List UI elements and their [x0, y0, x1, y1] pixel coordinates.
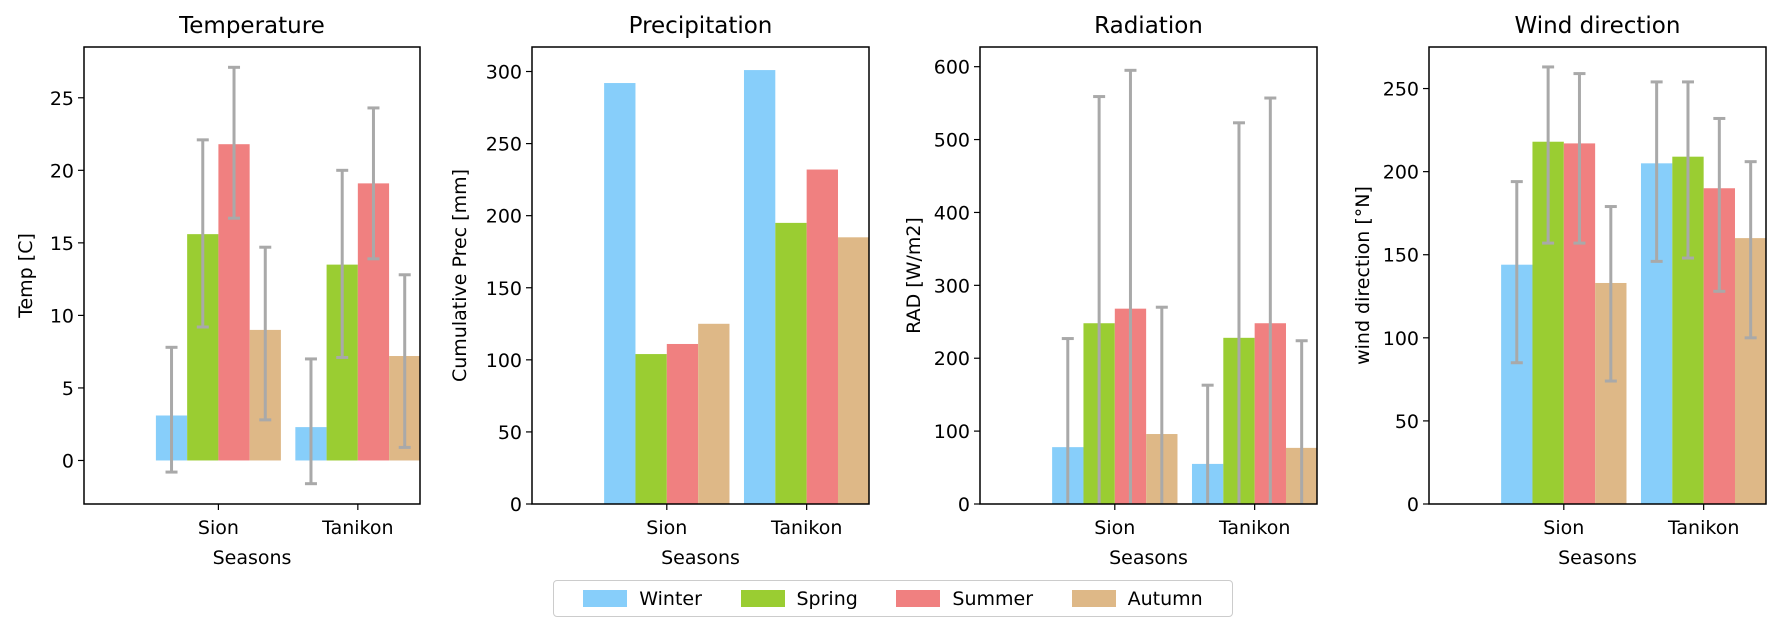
chart-temperature-ytick-label-15: 15 — [50, 233, 74, 255]
chart-precipitation-bar-spring-sion — [635, 354, 667, 504]
chart-wind-direction-ytick-label-0: 0 — [1407, 494, 1419, 516]
chart-precipitation-bar-winter-tanikon — [743, 70, 776, 504]
chart-radiation-ytick-label-0: 0 — [958, 494, 970, 516]
chart-radiation-ylabel: RAD [W/m2] — [903, 217, 925, 334]
chart-precipitation-bar-autumn-tanikon — [838, 237, 870, 505]
chart-temperature-xtick-label-tanikon: Tanikon — [321, 517, 393, 539]
chart-precipitation-title: Precipitation — [629, 13, 773, 39]
chart-temperature-ytick-label-25: 25 — [50, 88, 74, 110]
chart-precipitation-xtick-label-sion: Sion — [646, 517, 687, 539]
legend: Winter Spring Summer Autumn — [553, 580, 1233, 617]
chart-wind-direction-ytick-label-200: 200 — [1383, 162, 1419, 184]
chart-temperature-xlabel: Seasons — [213, 547, 292, 569]
chart-wind-direction-xtick-label-sion: Sion — [1543, 517, 1584, 539]
chart-precipitation-bar-summer-sion — [666, 343, 699, 504]
legend-item-summer: Summer — [896, 588, 1033, 610]
chart-precipitation-bar-autumn-sion — [698, 323, 730, 504]
chart-wind-direction-title: Wind direction — [1515, 13, 1681, 39]
chart-wind-direction-xtick-label-tanikon: Tanikon — [1667, 517, 1739, 539]
legend-item-winter: Winter — [583, 588, 702, 610]
chart-radiation-ytick-label-200: 200 — [934, 348, 970, 370]
chart-wind-direction-ytick-label-50: 50 — [1395, 411, 1419, 433]
chart-precipitation-ytick-label-250: 250 — [486, 134, 522, 156]
chart-temperature-ylabel: Temp [C] — [15, 233, 37, 319]
chart-radiation-xtick-label-tanikon: Tanikon — [1218, 517, 1290, 539]
chart-precipitation-xlabel: Seasons — [661, 547, 740, 569]
legend-label-spring: Spring — [796, 587, 858, 610]
chart-radiation-ytick-label-400: 400 — [934, 202, 970, 224]
legend-label-autumn: Autumn — [1127, 587, 1203, 610]
legend-label-summer: Summer — [952, 587, 1034, 610]
chart-temperature-axes-frame — [83, 46, 421, 505]
chart-radiation-title: Radiation — [1094, 13, 1203, 39]
chart-precipitation-bar-spring-tanikon — [775, 222, 807, 504]
legend-swatch-autumn — [1071, 590, 1116, 607]
chart-radiation-ytick-label-500: 500 — [934, 130, 970, 152]
chart-precipitation-ytick-label-50: 50 — [498, 422, 522, 444]
chart-temperature-ytick-label-5: 5 — [62, 378, 74, 400]
chart-temperature-xtick-label-sion: Sion — [198, 517, 239, 539]
legend-label-winter: Winter — [639, 587, 702, 610]
chart-temperature-ytick-label-10: 10 — [50, 305, 74, 327]
chart-radiation-ytick-label-100: 100 — [934, 421, 970, 443]
chart-precipitation-ytick-label-300: 300 — [486, 62, 522, 84]
chart-temperature-ytick-label-0: 0 — [62, 450, 74, 472]
chart-wind-direction-axes-frame — [1428, 46, 1767, 505]
legend-item-autumn: Autumn — [1071, 587, 1203, 610]
chart-precipitation-ytick-label-0: 0 — [510, 494, 522, 516]
chart-wind-direction-ytick-label-150: 150 — [1383, 245, 1419, 267]
legend-swatch-spring — [740, 590, 785, 607]
chart-temperature-title: Temperature — [178, 13, 325, 39]
chart-precipitation-bar-summer-tanikon — [806, 169, 838, 505]
chart-wind-direction-ylabel: wind direction [°N] — [1352, 186, 1374, 365]
chart-precipitation-ytick-label-100: 100 — [486, 350, 522, 372]
chart-precipitation-xtick-label-tanikon: Tanikon — [770, 517, 842, 539]
chart-radiation-xlabel: Seasons — [1109, 547, 1188, 569]
chart-precipitation-bar-winter-sion — [604, 83, 636, 504]
chart-temperature-ytick-label-20: 20 — [50, 160, 74, 182]
chart-precipitation-axes-frame — [531, 46, 870, 505]
chart-precipitation-ylabel: Cumulative Prec [mm] — [449, 169, 471, 382]
chart-precipitation-ytick-label-150: 150 — [486, 278, 522, 300]
chart-radiation-ytick-label-600: 600 — [934, 57, 970, 79]
legend-item-spring: Spring — [740, 587, 858, 610]
chart-radiation-axes-frame — [979, 46, 1318, 505]
chart-radiation-xtick-label-sion: Sion — [1094, 517, 1135, 539]
chart-wind-direction-ytick-label-100: 100 — [1383, 328, 1419, 350]
legend-swatch-summer — [896, 590, 941, 607]
legend-swatch-winter — [583, 590, 628, 607]
chart-wind-direction-ytick-label-250: 250 — [1383, 79, 1419, 101]
chart-wind-direction-xlabel: Seasons — [1558, 547, 1637, 569]
chart-precipitation-ytick-label-200: 200 — [486, 206, 522, 228]
chart-radiation-ytick-label-300: 300 — [934, 275, 970, 297]
